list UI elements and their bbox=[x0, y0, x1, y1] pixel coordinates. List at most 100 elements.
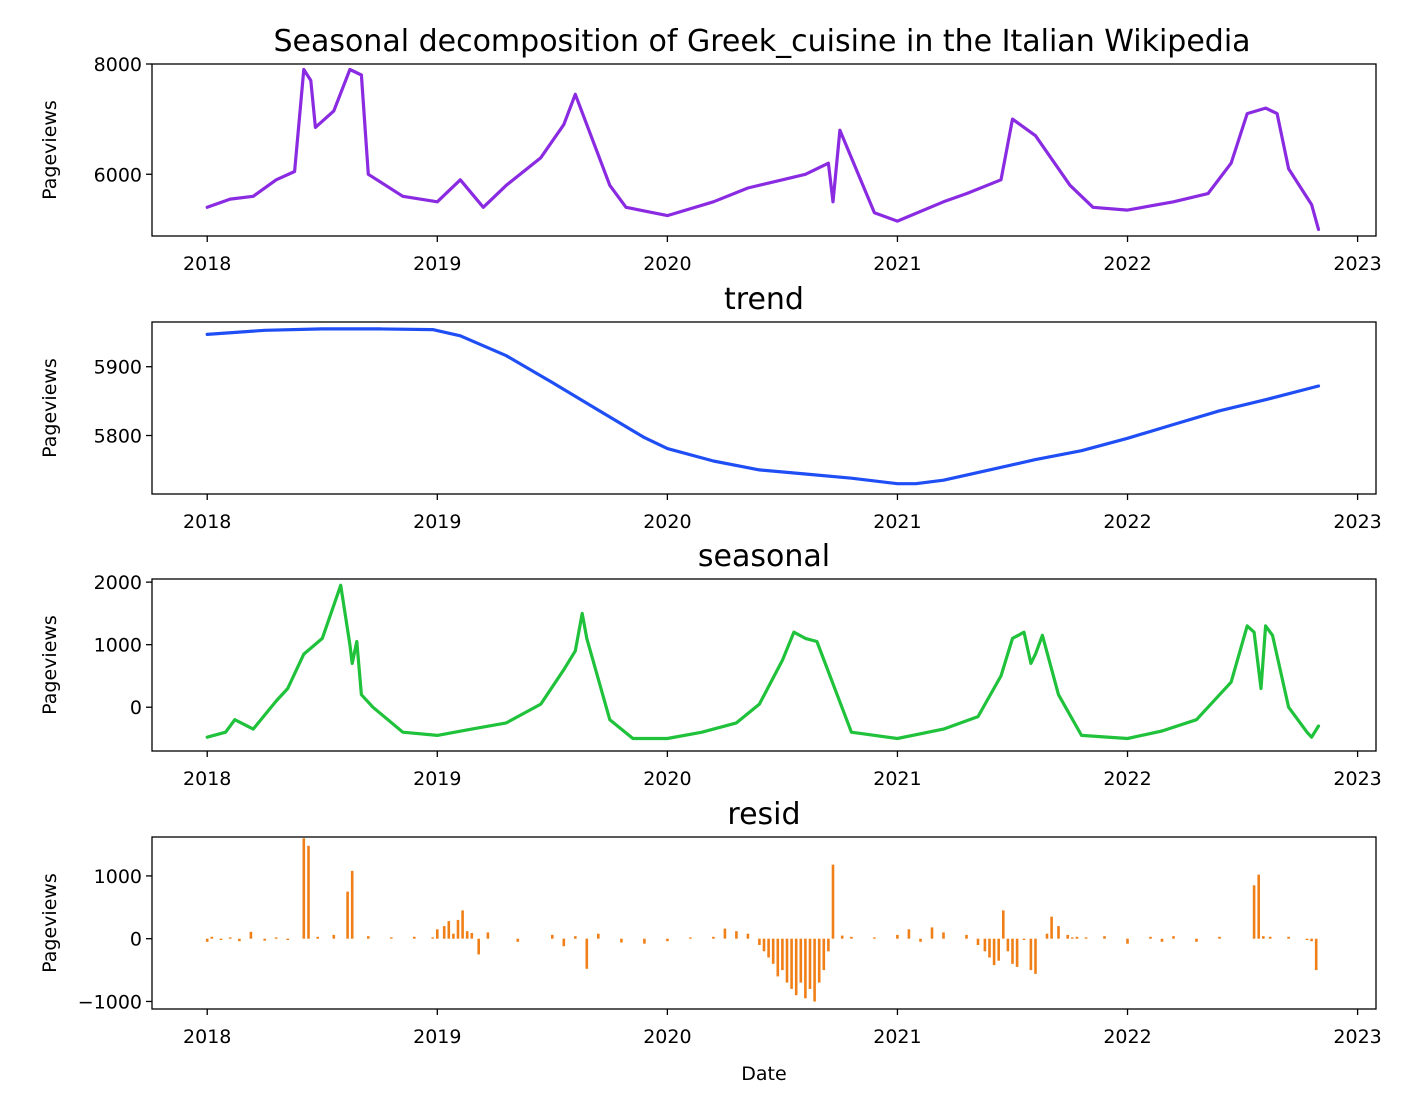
resid-bar bbox=[1045, 933, 1049, 939]
seasonal-axes-frame bbox=[151, 578, 1377, 752]
resid-bar bbox=[689, 937, 692, 939]
resid-bar bbox=[431, 937, 434, 939]
resid-y-tick-label: −1000 bbox=[78, 991, 142, 1013]
seasonal-x-tick-label: 2018 bbox=[183, 768, 231, 790]
resid-bar bbox=[942, 932, 945, 939]
resid-bar bbox=[516, 938, 520, 942]
resid-bar bbox=[965, 934, 968, 939]
resid-bar bbox=[470, 933, 474, 939]
resid-y-tick-label: 0 bbox=[130, 929, 142, 951]
resid-bar bbox=[1172, 936, 1175, 939]
resid-bar bbox=[1071, 937, 1074, 939]
resid-bar bbox=[1149, 936, 1152, 939]
resid-bar bbox=[413, 936, 416, 939]
resid-bar bbox=[873, 937, 876, 939]
resid-bar bbox=[286, 938, 289, 940]
resid-bar bbox=[762, 938, 766, 952]
resid-bar bbox=[976, 938, 980, 945]
seasonal-x-tick-label: 2023 bbox=[1333, 768, 1381, 790]
resid-bar bbox=[1022, 938, 1026, 940]
resid-bar bbox=[907, 929, 911, 939]
observed-axes-frame bbox=[151, 63, 1377, 237]
resid-bar bbox=[1011, 938, 1014, 964]
resid-bar bbox=[367, 936, 370, 939]
resid-x-tick-label: 2023 bbox=[1333, 1026, 1381, 1048]
resid-bar bbox=[1268, 936, 1272, 939]
resid-bar bbox=[1287, 936, 1290, 939]
observed-x-tick-label: 2021 bbox=[873, 253, 921, 275]
resid-x-tick-label: 2021 bbox=[873, 1026, 921, 1048]
resid-bar bbox=[1015, 938, 1019, 967]
resid-bar bbox=[316, 936, 319, 939]
resid-bar bbox=[919, 938, 922, 942]
trend-y-tick-label: 5900 bbox=[94, 357, 142, 379]
resid-bar bbox=[988, 938, 991, 958]
observed-y-axis-label: Pageviews bbox=[39, 100, 61, 200]
resid-axes-frame bbox=[151, 836, 1377, 1010]
resid-bar bbox=[1029, 938, 1033, 971]
resid-bar bbox=[1126, 938, 1129, 944]
resid-bar bbox=[302, 838, 306, 939]
seasonal-x-tick-label: 2019 bbox=[413, 768, 461, 790]
resid-bar bbox=[332, 934, 336, 939]
resid-x-tick-label: 2022 bbox=[1103, 1026, 1151, 1048]
resid-bar bbox=[983, 938, 987, 952]
resid-bar bbox=[477, 938, 480, 955]
resid-bar bbox=[461, 910, 464, 939]
resid-bar bbox=[712, 936, 715, 939]
resid-bar bbox=[723, 928, 727, 939]
resid-bar bbox=[1160, 938, 1164, 942]
resid-bar bbox=[781, 938, 784, 971]
resid-bar bbox=[767, 938, 770, 958]
trend-title: trend bbox=[724, 282, 804, 317]
resid-bar bbox=[1305, 938, 1309, 940]
resid-bar bbox=[804, 938, 807, 999]
resid-bar bbox=[307, 845, 310, 939]
resid-bar bbox=[1050, 916, 1053, 939]
trend-x-tick-label: 2018 bbox=[183, 511, 231, 533]
resid-panel: resid Pageviews 2018 2019 2020 2021 2022 2023 −1… bbox=[39, 797, 1382, 1085]
trend-x-tick-label: 2023 bbox=[1333, 511, 1381, 533]
resid-bar bbox=[390, 937, 393, 939]
resid-bar bbox=[666, 938, 669, 942]
observed-title: Seasonal decomposition of Greek_cuisine … bbox=[273, 24, 1250, 59]
resid-bar bbox=[465, 931, 469, 939]
resid-bar bbox=[1314, 938, 1318, 971]
trend-x-tick-label: 2020 bbox=[643, 511, 691, 533]
resid-bar bbox=[1257, 874, 1260, 939]
resid-bar bbox=[785, 938, 789, 983]
resid-bar bbox=[562, 938, 566, 947]
resid-bar bbox=[620, 938, 623, 943]
observed-x-tick-label: 2018 bbox=[183, 253, 231, 275]
resid-bar bbox=[205, 938, 209, 942]
resid-bar bbox=[1057, 926, 1060, 939]
resid-x-axis-label: Date bbox=[741, 1063, 786, 1085]
trend-x-tick-label: 2021 bbox=[873, 511, 921, 533]
resid-y-tick-label: 1000 bbox=[94, 866, 142, 888]
resid-bar bbox=[1252, 885, 1256, 939]
resid-bar bbox=[249, 931, 253, 939]
observed-y-tick-label: 8000 bbox=[94, 54, 142, 76]
resid-bar bbox=[452, 933, 455, 939]
resid-bar bbox=[930, 927, 934, 939]
observed-y-tick-label: 6000 bbox=[94, 164, 142, 186]
trend-series-line bbox=[205, 327, 1321, 486]
resid-x-tick-label: 2018 bbox=[183, 1026, 231, 1048]
resid-bar bbox=[813, 938, 816, 1002]
observed-x-tick-label: 2020 bbox=[643, 253, 691, 275]
resid-bar bbox=[799, 938, 803, 983]
resid-bar bbox=[850, 936, 853, 939]
resid-bar bbox=[346, 891, 349, 939]
resid-bar bbox=[1066, 934, 1069, 939]
resid-bar bbox=[442, 926, 446, 939]
resid-bar bbox=[1075, 936, 1079, 939]
resid-bar bbox=[992, 938, 996, 966]
trend-x-tick-label: 2019 bbox=[413, 511, 461, 533]
resid-bar bbox=[574, 936, 577, 939]
trend-panel: trend Pageviews 2018 2019 2020 2021 2022 2023 58… bbox=[39, 282, 1382, 533]
resid-bar bbox=[274, 937, 278, 939]
resid-bar bbox=[1262, 936, 1265, 939]
trend-y-axis-label: Pageviews bbox=[39, 358, 61, 458]
resid-bar bbox=[263, 938, 266, 941]
